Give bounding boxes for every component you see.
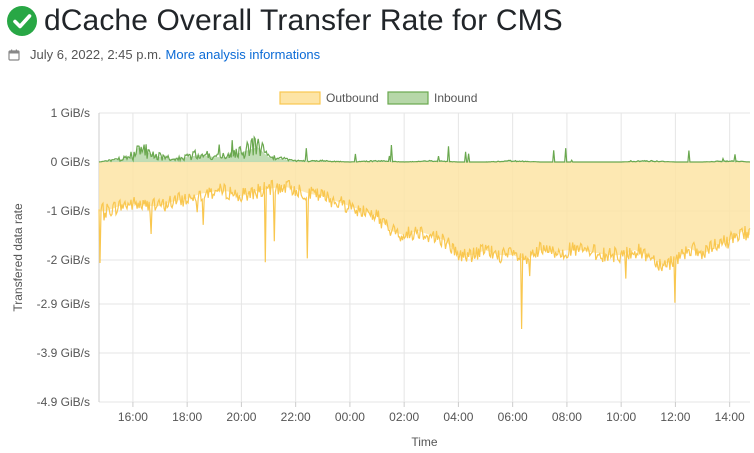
legend-swatch-outbound (279, 91, 321, 105)
page-title: dCache Overall Transfer Rate for CMS (44, 4, 563, 37)
calendar-icon (8, 49, 20, 61)
series-line-inbound (98, 135, 751, 163)
y-axis-title: Transfered data rate (11, 203, 25, 312)
page-header: dCache Overall Transfer Rate for CMS (6, 4, 563, 38)
transfer-rate-chart: 1 GiB/s 0 GiB/s -1 GiB/s -2 GiB/s -2.9 GiB/s… (11, 91, 751, 449)
y-tick-label: -4.9 GiB/s (37, 395, 90, 409)
x-tick-label: 04:00 (443, 410, 473, 424)
x-tick-label: 16:00 (118, 410, 148, 424)
y-tick-label: 1 GiB/s (51, 106, 90, 120)
y-tick-label: -2.9 GiB/s (37, 297, 90, 311)
x-tick-label: 00:00 (335, 410, 365, 424)
x-tick-label: 02:00 (389, 410, 419, 424)
legend-swatch-inbound (387, 91, 429, 105)
y-tick-label: -2 GiB/s (47, 253, 90, 267)
x-axis-title: Time (411, 435, 438, 449)
y-tick-label: -1 GiB/s (47, 204, 90, 218)
x-tick-label: 06:00 (498, 410, 528, 424)
x-tick-label: 12:00 (660, 410, 690, 424)
x-tick-label: 14:00 (715, 410, 745, 424)
x-tick-label: 20:00 (226, 410, 256, 424)
x-tick-label: 18:00 (172, 410, 202, 424)
x-tick-label: 08:00 (552, 410, 582, 424)
chart-legend: Outbound Inbound (279, 91, 477, 105)
x-tick-label: 10:00 (606, 410, 636, 424)
y-tick-label: 0 GiB/s (51, 155, 90, 169)
analysis-link[interactable]: More analysis informations (165, 47, 321, 62)
legend-label-outbound: Outbound (326, 91, 379, 105)
page-meta: July 6, 2022, 2:45 p.m. More analysis in… (8, 47, 320, 62)
check-circle-icon (7, 6, 37, 36)
y-tick-label: -3.9 GiB/s (37, 346, 90, 360)
chart-plot-area (98, 135, 751, 330)
series-area-outbound (99, 161, 750, 265)
report-date: July 6, 2022, 2:45 p.m. (30, 47, 162, 62)
x-tick-label: 22:00 (281, 410, 311, 424)
chart-axes: 1 GiB/s 0 GiB/s -1 GiB/s -2 GiB/s -2.9 GiB/s… (11, 106, 745, 449)
series-line-outbound (98, 179, 751, 330)
series-area-inbound (99, 147, 750, 162)
legend-label-inbound: Inbound (434, 91, 477, 105)
